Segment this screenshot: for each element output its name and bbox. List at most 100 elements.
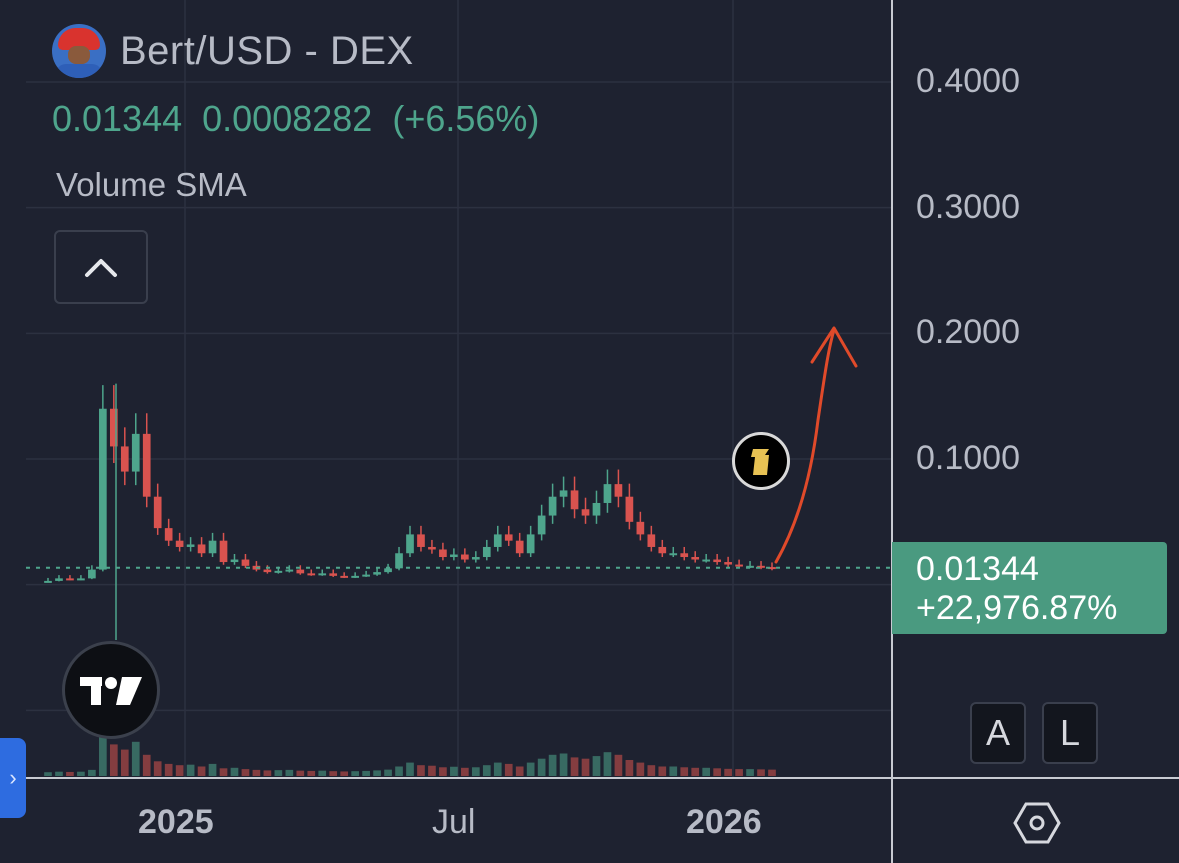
candle-body [614, 484, 623, 497]
volume-bar [109, 744, 118, 776]
volume-bar [647, 765, 656, 776]
volume-bar [614, 754, 623, 776]
volume-bar [439, 767, 447, 776]
candle-body [186, 544, 195, 547]
volume-bar [351, 771, 359, 776]
candle-body [647, 534, 656, 547]
auto-scale-button[interactable]: A [970, 702, 1026, 764]
x-tick-label: 2025 [138, 803, 214, 841]
candle-body [340, 575, 349, 578]
last-price: 0.01344 [52, 98, 183, 139]
hand-drawn-up-arrow [774, 326, 858, 564]
volume-bar [461, 767, 469, 776]
y-tick-label: 0.4000 [916, 62, 1020, 100]
log-scale-button[interactable]: L [1042, 702, 1098, 764]
volume-bar [142, 754, 151, 776]
bert-avatar-icon [52, 24, 106, 78]
volume-bar [746, 769, 754, 776]
volume-bar [680, 767, 689, 776]
volume-bar [252, 769, 261, 776]
candle-body [439, 549, 447, 558]
candle-body [274, 570, 283, 573]
candle-body [592, 502, 601, 516]
volume-bar [263, 770, 272, 776]
volume-sma-label[interactable]: Volume SMA [56, 166, 247, 203]
volume-bar [592, 756, 601, 776]
last-price-tag: 0.01344 +22,976.87% [892, 542, 1167, 634]
volume-bar [724, 768, 732, 776]
event-marker-icon[interactable] [732, 432, 790, 490]
volume-bar [241, 769, 250, 776]
x-tick-label: 2026 [686, 803, 762, 841]
candle-body [164, 528, 173, 541]
volume-bar [482, 765, 491, 776]
candle-body [66, 578, 74, 581]
volume-bars [44, 736, 776, 776]
side-panel-toggle[interactable]: › [0, 738, 26, 818]
volume-bar [318, 770, 327, 776]
price-candles [44, 383, 776, 640]
candle-body [669, 553, 678, 556]
volume-bar [691, 767, 700, 776]
candle-body [197, 544, 206, 554]
volume-bar [384, 769, 392, 776]
candle-body [384, 568, 392, 573]
collapse-legend-button[interactable] [54, 230, 148, 304]
volume-bar [208, 763, 217, 776]
volume-bar [153, 761, 162, 776]
candle-body [219, 540, 228, 563]
volume-bar [625, 760, 634, 776]
candle-body [493, 534, 502, 547]
volume-bar [515, 766, 524, 776]
candle-body [559, 490, 568, 497]
volume-bar [548, 754, 557, 776]
volume-bar [362, 770, 370, 776]
candle-body [691, 557, 700, 560]
volume-bar [526, 762, 535, 776]
candle-body [450, 554, 458, 558]
volume-bar [658, 766, 667, 776]
volume-bar [504, 763, 513, 776]
candle-body [296, 569, 305, 574]
arrow-shaft [774, 328, 836, 564]
candle-body [329, 573, 338, 576]
candle-body [735, 564, 743, 567]
candle-body [724, 562, 732, 565]
volume-bar [636, 762, 645, 776]
candle-body [44, 580, 52, 583]
candle-body [318, 573, 327, 576]
candle-body [702, 559, 711, 562]
volume-bar [768, 769, 776, 776]
volume-bar [197, 766, 206, 776]
volume-bar [581, 758, 590, 776]
volume-bar [471, 767, 480, 776]
candle-body [757, 565, 765, 568]
candle-body [77, 578, 85, 581]
volume-bar [77, 771, 85, 776]
candle-body [307, 573, 316, 576]
candle-body [285, 569, 294, 572]
candle-body [417, 534, 425, 547]
hexagon-settings-icon[interactable] [1012, 798, 1062, 848]
candle-body [208, 540, 217, 554]
volume-bar [373, 770, 381, 776]
candle-body [636, 521, 645, 535]
candle-body [120, 446, 129, 472]
candle-body [625, 496, 634, 522]
volume-bar [417, 765, 425, 776]
volume-bar [395, 766, 403, 776]
volume-bar [570, 757, 579, 776]
candle-body [461, 554, 469, 560]
tradingview-logo-icon[interactable] [62, 641, 160, 739]
y-tick-label: 0.1000 [916, 439, 1020, 477]
y-tick-label: 0.2000 [916, 313, 1020, 351]
symbol-title[interactable]: Bert/USD - DEX [120, 28, 414, 73]
candle-body [131, 433, 140, 472]
volume-bar [164, 763, 173, 776]
chevron-up-icon [85, 259, 117, 277]
y-tick-label: 0.3000 [916, 188, 1020, 226]
volume-bar [120, 749, 129, 776]
volume-bar [559, 753, 568, 776]
arrow-head [810, 326, 858, 368]
candle-body [504, 534, 513, 541]
